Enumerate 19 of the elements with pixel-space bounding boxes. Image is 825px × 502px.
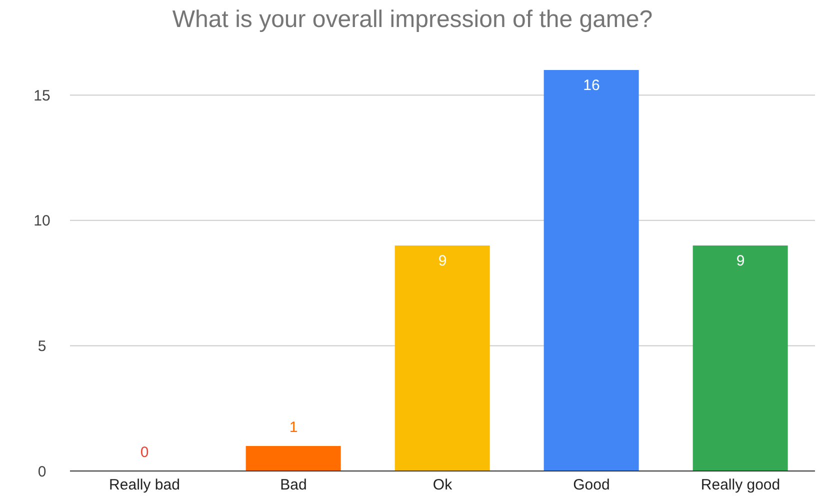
data-label: 0 (140, 444, 149, 461)
data-label: 1 (289, 418, 298, 436)
x-tick-label: Really bad (109, 476, 180, 494)
y-tick-label: 5 (38, 338, 46, 356)
y-tick-label: 0 (38, 463, 46, 480)
x-tick-label: Really good (700, 476, 780, 494)
bar (246, 446, 341, 471)
y-tick-label: 10 (34, 212, 50, 230)
data-label: 9 (438, 252, 447, 270)
y-tick-label: 15 (34, 87, 50, 104)
x-tick-label: Bad (280, 476, 307, 494)
chart-title: What is your overall impression of the game? (171, 6, 654, 34)
x-tick-label: Ok (432, 476, 453, 494)
bar (544, 70, 639, 471)
x-tick-label: Good (573, 476, 610, 494)
bar (692, 245, 788, 471)
bar (394, 245, 490, 471)
data-label: 9 (736, 252, 745, 270)
data-label: 16 (583, 77, 600, 94)
